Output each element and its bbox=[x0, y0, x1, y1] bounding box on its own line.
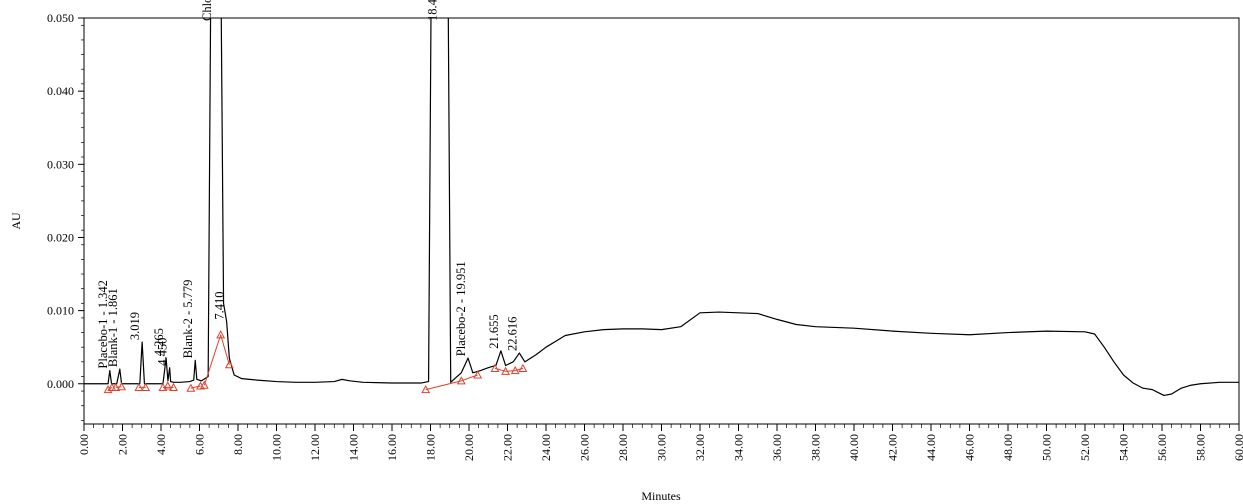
chromatogram-trace bbox=[84, 18, 1239, 397]
x-tick-label: 28.00 bbox=[616, 434, 630, 461]
integration-marker bbox=[421, 384, 431, 394]
x-tick-label: 2.00 bbox=[116, 434, 130, 455]
x-tick-label: 0.00 bbox=[77, 434, 91, 455]
x-tick-label: 46.00 bbox=[963, 434, 977, 461]
peak-label: Placebo-2 - 19.951 bbox=[454, 261, 468, 356]
y-axis-ticks: 0.000 0.010 0.020 0.030 0.040 0.050 bbox=[47, 11, 84, 421]
peak-label: 7.410 bbox=[213, 291, 227, 319]
y-tick-label: 0.050 bbox=[47, 11, 74, 25]
integration-marker bbox=[456, 376, 466, 385]
y-tick-label: 0.020 bbox=[47, 230, 74, 244]
x-tick-label: 18.00 bbox=[424, 434, 438, 461]
integration-marker bbox=[518, 363, 528, 372]
integration-marker bbox=[163, 381, 173, 390]
x-tick-label: 36.00 bbox=[770, 434, 784, 461]
x-tick-label: 52.00 bbox=[1078, 434, 1092, 461]
x-tick-label: 38.00 bbox=[809, 434, 823, 461]
peak-label: Blank-2 - 5.779 bbox=[181, 280, 195, 359]
x-tick-label: 44.00 bbox=[924, 434, 938, 461]
integration-marker bbox=[186, 383, 196, 392]
peak-label: Placebo-1 - 1.342 bbox=[96, 280, 110, 369]
peak-label: 4.265 bbox=[152, 328, 166, 356]
x-tick-label: 48.00 bbox=[1001, 434, 1015, 461]
peak-label: Chlorthalidone - 6.766 bbox=[200, 0, 214, 21]
integration-baseline bbox=[103, 330, 528, 394]
y-axis-title: AU bbox=[9, 212, 23, 230]
integration-marker bbox=[103, 384, 113, 394]
x-axis-title: Minutes bbox=[641, 489, 681, 503]
integration-marker bbox=[224, 360, 234, 369]
x-tick-label: 54.00 bbox=[1117, 434, 1131, 461]
integration-marker bbox=[134, 382, 144, 391]
x-tick-label: 30.00 bbox=[655, 434, 669, 461]
plot-area bbox=[84, 18, 1239, 397]
x-tick-label: 4.00 bbox=[154, 434, 168, 455]
x-tick-label: 56.00 bbox=[1155, 434, 1169, 461]
integration-marker bbox=[501, 366, 511, 375]
x-tick-label: 42.00 bbox=[886, 434, 900, 461]
x-tick-label: 8.00 bbox=[231, 434, 245, 455]
integration-marker bbox=[490, 363, 500, 372]
integration-marker bbox=[473, 370, 483, 379]
plot-frame bbox=[83, 17, 1240, 425]
integration-marker bbox=[199, 380, 209, 389]
peak-label: 3.019 bbox=[128, 312, 142, 340]
peak-label: 18.473 bbox=[426, 0, 440, 21]
x-tick-label: 34.00 bbox=[732, 434, 746, 461]
x-tick-label: 32.00 bbox=[693, 434, 707, 461]
x-tick-label: 12.00 bbox=[308, 434, 322, 461]
x-tick-label: 50.00 bbox=[1040, 434, 1054, 461]
peak-label: 21.655 bbox=[487, 314, 501, 348]
x-tick-label: 60.00 bbox=[1232, 434, 1243, 461]
x-tick-label: 14.00 bbox=[347, 434, 361, 461]
y-tick-label: 0.040 bbox=[47, 84, 74, 98]
baseline-segment bbox=[425, 380, 462, 391]
y-tick-label: 0.030 bbox=[47, 157, 74, 171]
x-tick-label: 58.00 bbox=[1194, 434, 1208, 461]
axes: 0.00 2.00 4.00 6.00 8.00 10.00 12.00 14.00 16.00… bbox=[47, 11, 1243, 461]
y-tick-label: 0.010 bbox=[47, 304, 74, 318]
x-tick-label: 20.00 bbox=[462, 434, 476, 461]
x-tick-label: 10.00 bbox=[270, 434, 284, 461]
x-tick-label: 24.00 bbox=[539, 434, 553, 461]
y-tick-label: 0.000 bbox=[47, 377, 74, 391]
peak-label: Blank-1 - 1.861 bbox=[106, 288, 120, 367]
x-tick-label: 40.00 bbox=[847, 434, 861, 461]
baseline-segment bbox=[203, 334, 222, 386]
integration-marker bbox=[216, 330, 226, 339]
integration-marker bbox=[510, 365, 520, 375]
peak-label: 4.450 bbox=[156, 338, 170, 366]
integration-marker bbox=[169, 382, 178, 391]
baseline-segment bbox=[220, 334, 230, 365]
x-axis-ticks: 0.00 2.00 4.00 6.00 8.00 10.00 12.00 14.00 16.00… bbox=[77, 424, 1243, 461]
integration-marker bbox=[117, 382, 126, 391]
x-tick-label: 16.00 bbox=[385, 434, 399, 461]
integration-marker bbox=[141, 382, 151, 391]
peak-label: 22.616 bbox=[505, 317, 519, 351]
integration-marker bbox=[111, 382, 121, 391]
x-tick-label: 22.00 bbox=[501, 434, 515, 461]
x-tick-label: 6.00 bbox=[193, 434, 207, 455]
x-tick-label: 26.00 bbox=[578, 434, 592, 461]
baseline-segment bbox=[115, 386, 122, 388]
